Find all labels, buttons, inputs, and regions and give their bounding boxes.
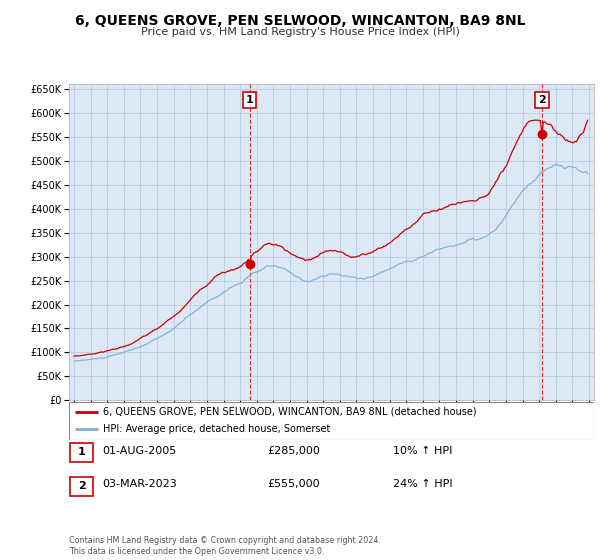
Text: Contains HM Land Registry data © Crown copyright and database right 2024.
This d: Contains HM Land Registry data © Crown c…: [69, 536, 381, 556]
Text: 10% ↑ HPI: 10% ↑ HPI: [393, 446, 452, 456]
Text: 2: 2: [538, 95, 546, 105]
Text: 24% ↑ HPI: 24% ↑ HPI: [393, 479, 452, 489]
Text: 6, QUEENS GROVE, PEN SELWOOD, WINCANTON, BA9 8NL: 6, QUEENS GROVE, PEN SELWOOD, WINCANTON,…: [75, 14, 525, 28]
Text: £555,000: £555,000: [267, 479, 320, 489]
Text: 6, QUEENS GROVE, PEN SELWOOD, WINCANTON, BA9 8NL (detached house): 6, QUEENS GROVE, PEN SELWOOD, WINCANTON,…: [103, 407, 477, 417]
Text: £285,000: £285,000: [267, 446, 320, 456]
Text: 01-AUG-2005: 01-AUG-2005: [102, 446, 176, 456]
Text: HPI: Average price, detached house, Somerset: HPI: Average price, detached house, Some…: [103, 424, 331, 435]
Text: 03-MAR-2023: 03-MAR-2023: [102, 479, 177, 489]
Text: Price paid vs. HM Land Registry's House Price Index (HPI): Price paid vs. HM Land Registry's House …: [140, 27, 460, 37]
Text: 1: 1: [78, 447, 85, 458]
Text: 2: 2: [78, 481, 85, 491]
Text: 1: 1: [246, 95, 254, 105]
